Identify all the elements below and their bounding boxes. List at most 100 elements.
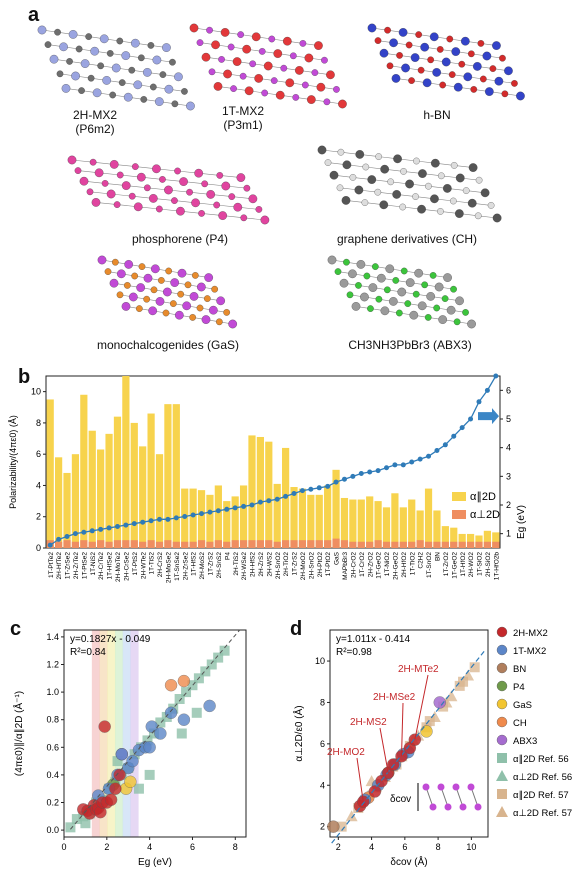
bar-perp (130, 540, 138, 548)
atom (148, 306, 158, 316)
y-tick-label: 0.4 (46, 770, 59, 780)
atom (462, 309, 469, 316)
ref-point (424, 716, 435, 727)
ref-point (144, 769, 155, 780)
structure-1t-mx2 (189, 23, 347, 109)
left-tick-label: 4 (36, 480, 41, 490)
legend-label: 1T-MX2 (513, 646, 546, 657)
x-tick-label: 2 (104, 842, 109, 852)
eg-point (358, 470, 364, 476)
atom (361, 199, 369, 206)
atom (169, 58, 176, 66)
atom (334, 268, 342, 275)
inset-atom (467, 783, 475, 791)
data-point (368, 785, 382, 798)
y-tick-label: 0.8 (46, 715, 59, 725)
label-perovskite: CH3NH3PbBr3 (ABX3) (348, 338, 472, 352)
y-axis-title: (4πε0)∥/α∥2D (Å⁻¹) (12, 691, 25, 776)
atom (450, 162, 458, 169)
inset-atom (429, 803, 437, 811)
fit-r2: R²=0.84 (70, 647, 106, 658)
atom (311, 69, 319, 76)
atom (87, 74, 95, 82)
category-label: 1T-PtSe2 (81, 552, 88, 579)
y-axis-title: α⊥2D/ε0 (Å) (292, 705, 305, 761)
bar-perp (475, 541, 483, 548)
atom (401, 63, 410, 73)
legend-label: BN (513, 664, 526, 675)
atom (421, 281, 429, 289)
atom (68, 30, 78, 39)
y-tick-label: 4 (320, 780, 325, 790)
atom (67, 155, 77, 165)
atom (280, 64, 288, 72)
bar-perp (80, 540, 88, 548)
atom (228, 319, 238, 329)
atom (130, 38, 140, 48)
visible-band (99, 630, 108, 837)
atom (182, 301, 192, 311)
atom (385, 264, 395, 274)
atom (412, 193, 419, 200)
atom (261, 89, 269, 97)
bar-par (239, 485, 248, 548)
label-2h-mx2: 2H-MX2 (P6m2) (40, 108, 150, 136)
category-label: 1T-TiS2 (149, 552, 156, 575)
bar-par (122, 376, 130, 548)
data-point (109, 782, 122, 795)
atom (159, 176, 166, 183)
atom (216, 296, 226, 306)
annotation-leader (356, 757, 364, 802)
atom (414, 268, 424, 278)
label-monochalcogenides: monochalcogenides (GaS) (96, 338, 240, 352)
eg-point (199, 511, 205, 517)
fit-equation: y=0.1827x - 0.049 (70, 634, 151, 645)
category-label: 2H-SnO2 (308, 552, 315, 579)
category-label: 2H-MoTe2 (115, 552, 122, 582)
atom (106, 50, 114, 57)
bar-perp (139, 541, 147, 548)
atom (333, 86, 340, 93)
atom (90, 46, 100, 56)
atom (316, 82, 326, 92)
atom (148, 194, 158, 203)
atom (380, 306, 390, 316)
bar-par (298, 488, 307, 548)
bar-par (265, 441, 273, 548)
data-point (433, 696, 446, 709)
y-tick-label: 1.0 (46, 687, 59, 697)
atom (211, 285, 219, 293)
legend-marker (496, 626, 508, 638)
y-tick-label: 8 (320, 697, 325, 707)
ref-point (176, 728, 187, 739)
atom (285, 78, 295, 88)
atom (194, 168, 204, 178)
bar-par (416, 510, 424, 548)
data-point (203, 699, 216, 713)
atom (237, 31, 245, 38)
atom (417, 301, 427, 311)
atom (299, 40, 307, 47)
atom (233, 202, 243, 212)
atom (181, 88, 188, 95)
bar-perp (181, 541, 189, 548)
legend-marker (496, 806, 508, 817)
atom (118, 79, 126, 86)
atom (383, 286, 391, 294)
bar-perp (113, 540, 122, 548)
atom (128, 192, 136, 200)
atom (258, 48, 266, 55)
atom (228, 193, 236, 200)
x-tick-label: 10 (466, 842, 476, 852)
data-point (177, 713, 191, 726)
atom (223, 69, 232, 79)
bar-perp (155, 541, 164, 548)
axis-arrow-icon (478, 408, 499, 425)
atom (386, 62, 394, 70)
atom (179, 177, 188, 186)
atom (89, 158, 97, 166)
atom (420, 42, 430, 52)
atom (453, 318, 461, 326)
atom (232, 57, 242, 66)
legend-label-perp: α⊥2D (470, 509, 500, 521)
